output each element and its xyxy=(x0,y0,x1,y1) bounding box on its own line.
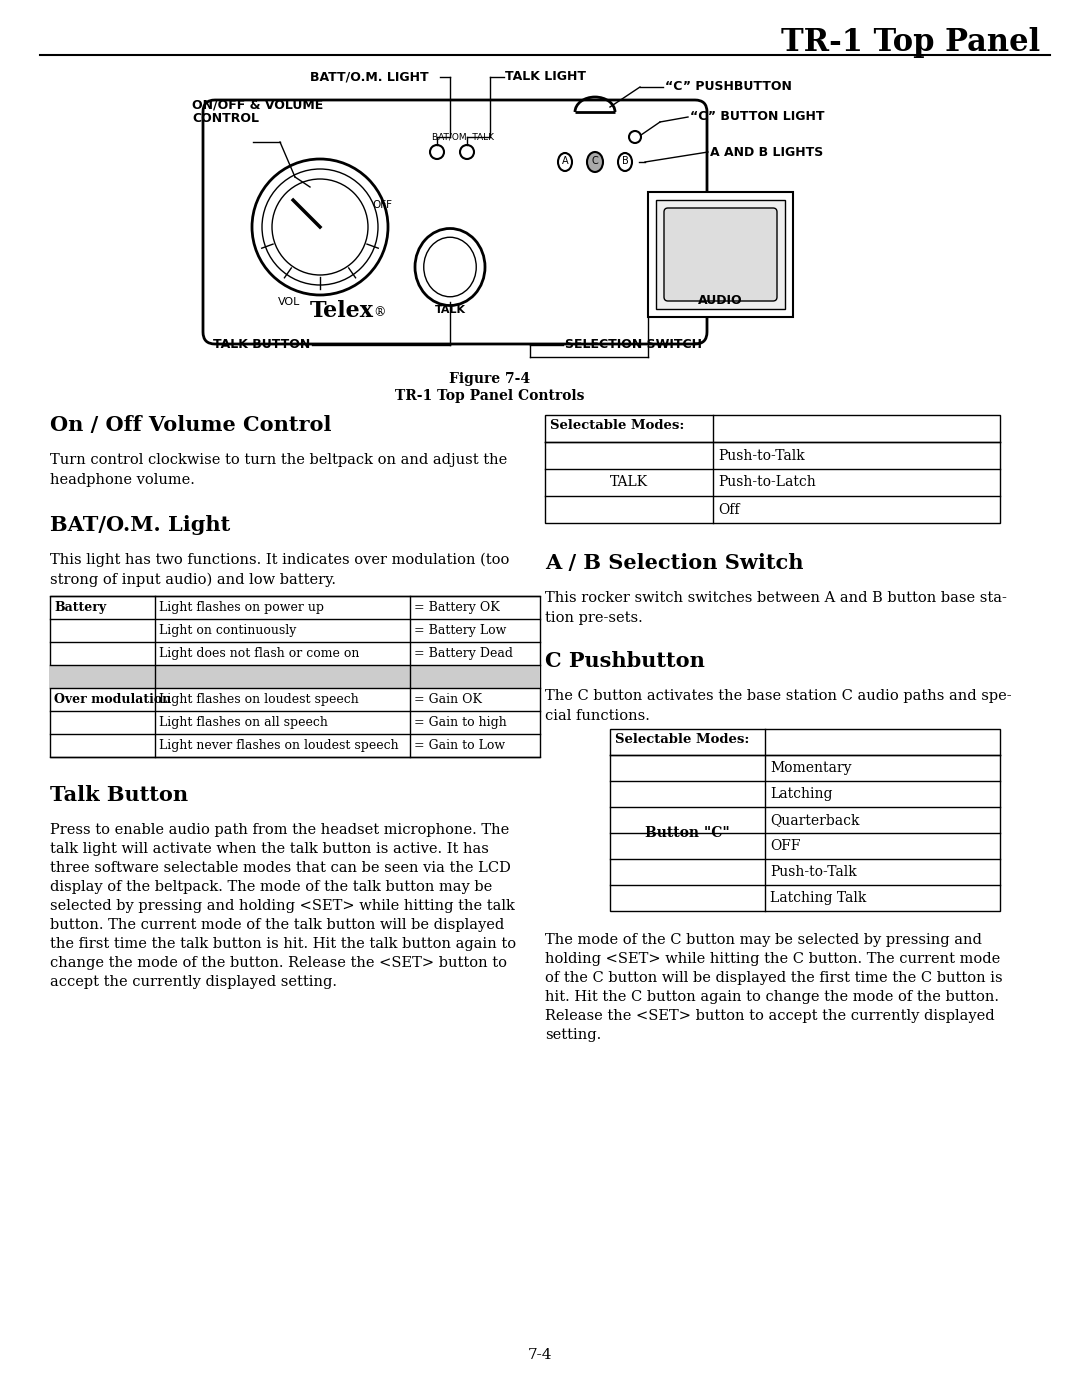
Bar xyxy=(50,597,540,757)
Bar xyxy=(656,200,785,309)
Text: headphone volume.: headphone volume. xyxy=(50,474,194,488)
FancyBboxPatch shape xyxy=(664,208,777,300)
Text: VOL: VOL xyxy=(278,298,300,307)
Circle shape xyxy=(262,169,378,285)
Text: strong of input audio) and low battery.: strong of input audio) and low battery. xyxy=(50,573,336,587)
Text: This rocker switch switches between A and B button base sta-: This rocker switch switches between A an… xyxy=(545,591,1007,605)
Text: Light does not flash or come on: Light does not flash or come on xyxy=(159,647,360,659)
Text: talk light will activate when the talk button is active. It has: talk light will activate when the talk b… xyxy=(50,842,489,856)
Text: Selectable Modes:: Selectable Modes: xyxy=(615,733,750,746)
Text: display of the beltpack. The mode of the talk button may be: display of the beltpack. The mode of the… xyxy=(50,880,492,894)
Text: = Gain OK: = Gain OK xyxy=(414,693,482,705)
Text: button. The current mode of the talk button will be displayed: button. The current mode of the talk but… xyxy=(50,918,504,932)
Text: Push-to-Talk: Push-to-Talk xyxy=(770,865,856,879)
Text: A: A xyxy=(562,156,568,166)
Circle shape xyxy=(629,131,642,142)
Text: This light has two functions. It indicates over modulation (too: This light has two functions. It indicat… xyxy=(50,553,510,567)
Text: OFF: OFF xyxy=(372,200,392,210)
Text: AUDIO: AUDIO xyxy=(698,293,742,307)
Text: = Battery OK: = Battery OK xyxy=(414,601,500,615)
Bar xyxy=(50,665,540,687)
Circle shape xyxy=(272,179,368,275)
Text: three software selectable modes that can be seen via the LCD: three software selectable modes that can… xyxy=(50,861,511,875)
Text: C: C xyxy=(592,156,598,166)
Text: Turn control clockwise to turn the beltpack on and adjust the: Turn control clockwise to turn the beltp… xyxy=(50,453,508,467)
Text: TALK: TALK xyxy=(610,475,648,489)
Text: Quarterback: Quarterback xyxy=(770,813,860,827)
Text: B: B xyxy=(622,156,629,166)
Text: “C” PUSHBUTTON: “C” PUSHBUTTON xyxy=(665,81,792,94)
Text: The mode of the C button may be selected by pressing and: The mode of the C button may be selected… xyxy=(545,933,982,947)
Text: Button "C": Button "C" xyxy=(645,826,729,840)
Text: TALK LIGHT: TALK LIGHT xyxy=(505,70,586,84)
Text: Latching Talk: Latching Talk xyxy=(770,891,866,905)
Text: Over modulation: Over modulation xyxy=(54,693,172,705)
Bar xyxy=(610,729,1000,911)
Text: “C” BUTTON LIGHT: “C” BUTTON LIGHT xyxy=(690,110,824,123)
Text: Off: Off xyxy=(718,503,740,517)
Text: accept the currently displayed setting.: accept the currently displayed setting. xyxy=(50,975,337,989)
Text: Selectable Modes:: Selectable Modes: xyxy=(550,419,685,432)
Text: OFF: OFF xyxy=(770,840,800,854)
Bar xyxy=(545,415,1000,522)
Text: Light never flashes on loudest speech: Light never flashes on loudest speech xyxy=(159,739,399,752)
Text: TALK BUTTON: TALK BUTTON xyxy=(213,338,310,352)
Text: Push-to-Talk: Push-to-Talk xyxy=(718,448,805,462)
Ellipse shape xyxy=(618,154,632,170)
Text: The C button activates the base station C audio paths and spe-: The C button activates the base station … xyxy=(545,689,1012,703)
FancyBboxPatch shape xyxy=(203,101,707,344)
Text: = Battery Dead: = Battery Dead xyxy=(414,647,513,659)
Text: A / B Selection Switch: A / B Selection Switch xyxy=(545,553,804,573)
Text: Light on continuously: Light on continuously xyxy=(159,624,296,637)
Text: = Battery Low: = Battery Low xyxy=(414,624,507,637)
Text: On / Off Volume Control: On / Off Volume Control xyxy=(50,415,332,434)
Ellipse shape xyxy=(423,237,476,296)
Text: TR-1 Top Panel Controls: TR-1 Top Panel Controls xyxy=(395,388,584,402)
Text: C Pushbutton: C Pushbutton xyxy=(545,651,705,671)
Text: tion pre-sets.: tion pre-sets. xyxy=(545,610,643,624)
Text: of the C button will be displayed the first time the C button is: of the C button will be displayed the fi… xyxy=(545,971,1002,985)
Text: holding <SET> while hitting the C button. The current mode: holding <SET> while hitting the C button… xyxy=(545,951,1000,965)
Text: ®: ® xyxy=(373,306,386,319)
Text: TALK: TALK xyxy=(434,305,465,314)
Text: Light flashes on loudest speech: Light flashes on loudest speech xyxy=(159,693,359,705)
Text: Release the <SET> button to accept the currently displayed: Release the <SET> button to accept the c… xyxy=(545,1009,995,1023)
Text: 7-4: 7-4 xyxy=(528,1348,552,1362)
Text: Momentary: Momentary xyxy=(770,761,851,775)
Ellipse shape xyxy=(415,229,485,306)
Text: SELECTION SWITCH: SELECTION SWITCH xyxy=(565,338,702,352)
Text: Light flashes on all speech: Light flashes on all speech xyxy=(159,717,328,729)
Text: setting.: setting. xyxy=(545,1028,602,1042)
Text: = Gain to Low: = Gain to Low xyxy=(414,739,505,752)
Text: A AND B LIGHTS: A AND B LIGHTS xyxy=(710,145,823,158)
Circle shape xyxy=(252,159,388,295)
Ellipse shape xyxy=(558,154,572,170)
Ellipse shape xyxy=(588,152,603,172)
Text: Light flashes on power up: Light flashes on power up xyxy=(159,601,324,615)
Text: Press to enable audio path from the headset microphone. The: Press to enable audio path from the head… xyxy=(50,823,510,837)
Bar xyxy=(648,191,793,317)
Text: Figure 7-4: Figure 7-4 xyxy=(449,372,530,386)
Text: ON/OFF & VOLUME: ON/OFF & VOLUME xyxy=(192,99,323,112)
Circle shape xyxy=(430,145,444,159)
Text: Push-to-Latch: Push-to-Latch xyxy=(718,475,815,489)
Text: Latching: Latching xyxy=(770,787,833,800)
Text: hit. Hit the C button again to change the mode of the button.: hit. Hit the C button again to change th… xyxy=(545,990,999,1004)
Text: change the mode of the button. Release the <SET> button to: change the mode of the button. Release t… xyxy=(50,956,507,970)
Text: BATT/O.M. LIGHT: BATT/O.M. LIGHT xyxy=(310,70,429,84)
Text: Telex: Telex xyxy=(310,300,374,321)
Text: cial functions.: cial functions. xyxy=(545,710,650,724)
Text: BAT/O.M. Light: BAT/O.M. Light xyxy=(50,515,230,535)
Text: the first time the talk button is hit. Hit the talk button again to: the first time the talk button is hit. H… xyxy=(50,937,516,951)
Text: Battery: Battery xyxy=(54,601,106,615)
Circle shape xyxy=(460,145,474,159)
Text: Talk Button: Talk Button xyxy=(50,785,188,805)
Text: = Gain to high: = Gain to high xyxy=(414,717,507,729)
Text: CONTROL: CONTROL xyxy=(192,112,259,124)
Text: BAT/OM  TALK: BAT/OM TALK xyxy=(432,133,494,142)
Text: selected by pressing and holding <SET> while hitting the talk: selected by pressing and holding <SET> w… xyxy=(50,900,515,914)
Text: TR-1 Top Panel: TR-1 Top Panel xyxy=(781,27,1040,59)
